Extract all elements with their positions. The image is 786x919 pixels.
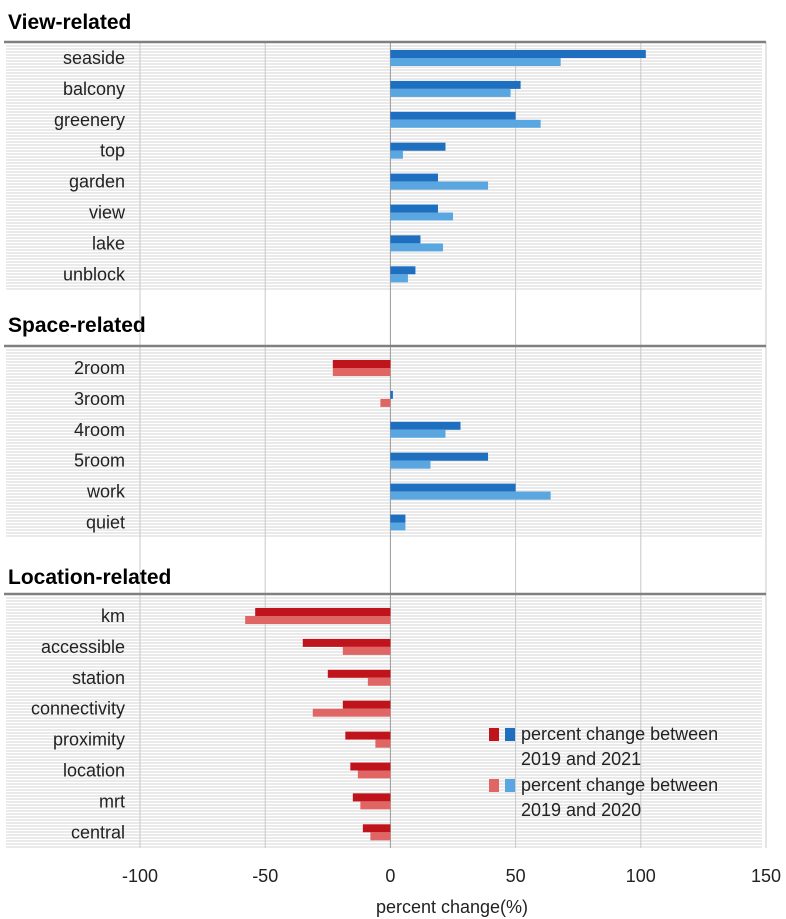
x-tick-label: 0 (385, 866, 395, 886)
legend-label-line2: 2019 and 2021 (521, 749, 641, 769)
category-label: garden (69, 172, 125, 192)
category-labels: seaside balcony greenery top garden view lake u… (31, 48, 126, 842)
legend-swatch-negative (489, 728, 499, 741)
x-tick-label: 100 (626, 866, 656, 886)
bar-v2020-top (390, 150, 403, 159)
bar-v2020-connectivity (312, 708, 391, 717)
category-label: balcony (63, 79, 125, 99)
bar-v2021-5room (390, 452, 489, 461)
bar-v2020-km (245, 616, 391, 624)
category-label: work (86, 482, 126, 502)
bar-v2021-mrt (352, 793, 391, 802)
category-label: 4room (74, 420, 125, 440)
bar-v2021-km (255, 608, 391, 616)
bar-v2020-view (390, 212, 453, 221)
bar-v2020-unblock (390, 274, 408, 283)
bar-v2021-view (390, 204, 438, 213)
bar-v2021-unblock (390, 266, 416, 275)
category-label: location (63, 761, 125, 781)
bar-v2021-garden (390, 173, 438, 182)
bar-v2021-4room (390, 421, 461, 430)
bar-v2020-4room (390, 429, 446, 438)
bar-v2021-work (390, 483, 516, 492)
category-label: unblock (63, 264, 126, 284)
bar-v2021-lake (390, 235, 421, 244)
section-headers: View-related Space-related Location-relate… (4, 11, 766, 596)
category-label: 3room (74, 389, 125, 409)
bar-v2021-connectivity (342, 700, 391, 709)
bar-v2020-work (390, 491, 551, 500)
bar-v2020-proximity (375, 739, 391, 748)
x-tick-label: -50 (252, 866, 278, 886)
bar-v2020-2room (332, 368, 391, 376)
bar-v2020-mrt (360, 801, 391, 810)
bar-v2021-seaside (390, 50, 646, 58)
section-title: Space-related (8, 314, 146, 337)
bar-v2021-greenery (390, 111, 516, 120)
legend: percent change between 2019 and 2021 perce… (489, 724, 718, 820)
x-tick-label: 150 (751, 866, 781, 886)
bar-v2021-quiet (390, 514, 406, 523)
legend-label-line2: 2019 and 2020 (521, 800, 641, 820)
background-stripes (6, 45, 762, 848)
bar-v2020-location (357, 770, 391, 779)
category-label: connectivity (31, 699, 125, 719)
x-axis-title: percent change(%) (376, 897, 528, 917)
category-label: 2room (74, 358, 125, 378)
x-tick-labels: -100 -50 0 50 100 150 (122, 866, 781, 886)
bar-v2021-central (362, 824, 391, 833)
category-label: accessible (41, 637, 125, 657)
bars (245, 50, 646, 841)
category-label: lake (92, 233, 125, 253)
bar-v2021-top (390, 142, 446, 151)
section-title: Location-related (8, 566, 171, 589)
category-label: proximity (53, 730, 125, 750)
bar-v2020-garden (390, 181, 489, 190)
legend-label-line1: percent change between (521, 724, 718, 744)
bar-v2020-5room (390, 460, 431, 469)
bar-v2020-lake (390, 243, 443, 252)
bar-v2020-3room (380, 398, 391, 407)
legend-swatch-positive (505, 728, 515, 741)
legend-swatch-negative (489, 779, 499, 792)
category-label: greenery (54, 110, 125, 130)
bar-v2021-location (350, 762, 391, 771)
x-tick-label: 50 (506, 866, 526, 886)
bar-v2020-quiet (390, 522, 406, 531)
bar-v2021-station (327, 669, 391, 678)
section-title: View-related (8, 11, 131, 34)
category-label: 5room (74, 451, 125, 471)
category-label: mrt (99, 791, 125, 811)
bar-v2021-3room (390, 390, 393, 399)
category-label: view (89, 203, 126, 223)
bar-v2021-accessible (302, 638, 391, 647)
bar-v2020-balcony (390, 88, 511, 97)
category-label: seaside (63, 48, 125, 68)
bar-v2021-balcony (390, 80, 521, 89)
bar-v2020-central (370, 832, 391, 841)
bar-v2020-greenery (390, 119, 541, 128)
bar-v2021-2room (332, 360, 391, 368)
bar-v2020-seaside (390, 58, 561, 66)
category-label: station (72, 668, 125, 688)
category-label: central (71, 822, 125, 842)
category-label: top (100, 141, 125, 161)
bar-v2020-station (367, 677, 391, 686)
category-label: km (101, 606, 125, 626)
category-label: quiet (86, 513, 125, 533)
legend-label-line1: percent change between (521, 775, 718, 795)
x-tick-label: -100 (122, 866, 158, 886)
legend-swatch-positive (505, 779, 515, 792)
bar-v2020-accessible (342, 646, 391, 655)
bar-v2021-proximity (345, 731, 391, 740)
